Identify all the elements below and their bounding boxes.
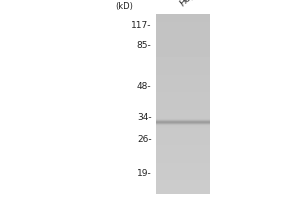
Text: HepG2: HepG2 [178, 0, 207, 8]
Text: (kD): (kD) [116, 2, 134, 11]
Text: 48-: 48- [137, 82, 152, 90]
Text: 19-: 19- [137, 168, 152, 178]
Text: 85-: 85- [137, 42, 152, 50]
Text: 117-: 117- [131, 21, 152, 30]
Text: 26-: 26- [137, 134, 152, 144]
Text: 34-: 34- [137, 112, 152, 121]
